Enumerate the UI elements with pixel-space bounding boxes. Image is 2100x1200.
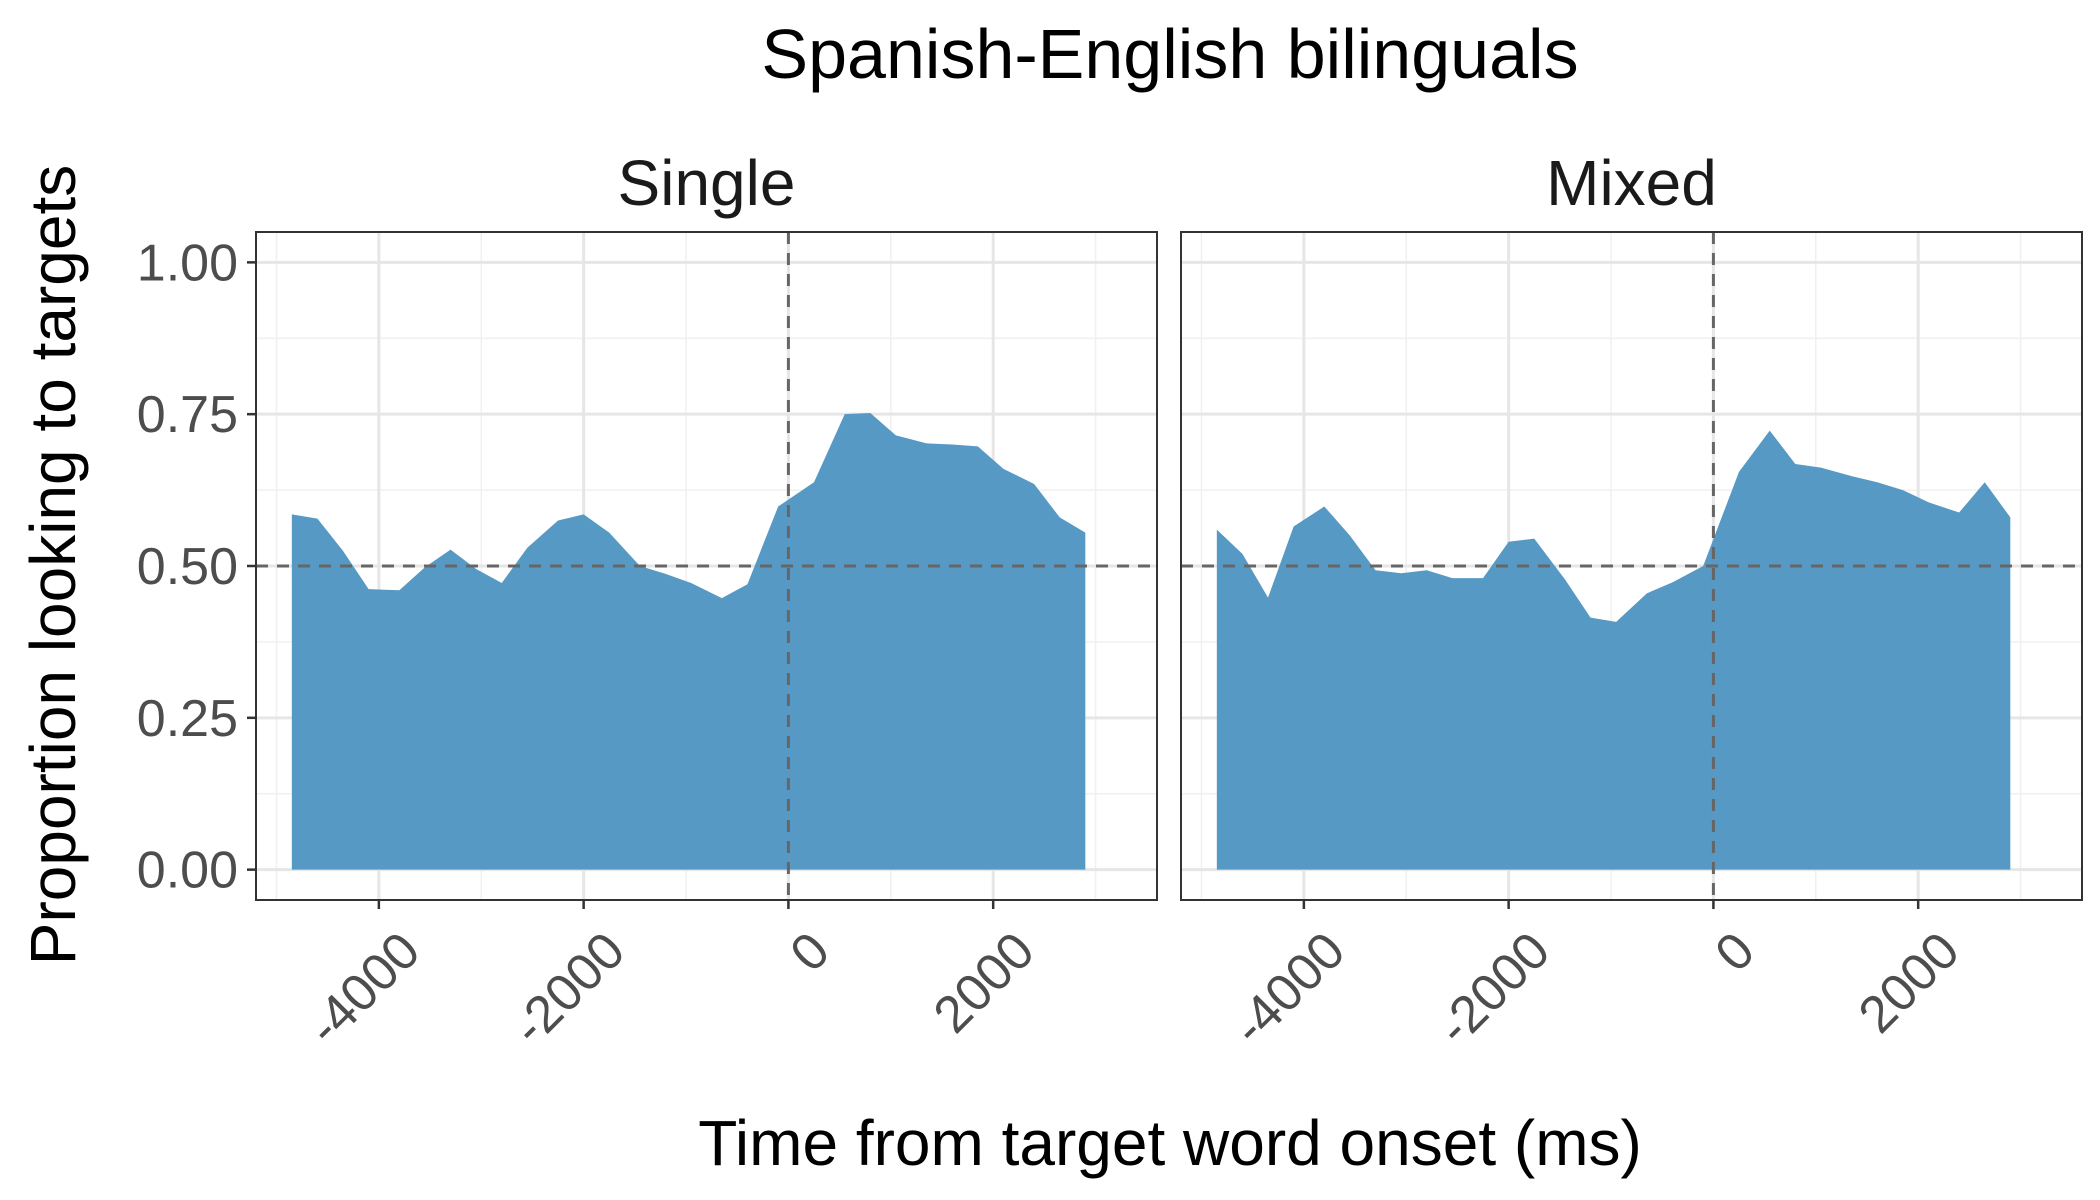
y-axis-title: Proportion looking to targets — [17, 165, 89, 965]
strip-label-single: Single — [618, 147, 796, 219]
x-tick-label: 0 — [779, 921, 840, 982]
x-tick-label: -4000 — [1221, 921, 1356, 1056]
x-tick-label: -4000 — [296, 921, 431, 1056]
y-tick-label: 0.25 — [137, 690, 238, 748]
y-tick-label: 0.50 — [137, 538, 238, 596]
panels-layer: Single 0.00 0.25 0.50 0.75 1.00 -4000 -2000 0 200… — [137, 147, 2083, 1057]
strip-label-mixed: Mixed — [1546, 147, 1717, 219]
x-tick-label: -2000 — [1426, 921, 1561, 1056]
x-tick-label: 2000 — [1848, 921, 1971, 1044]
y-tick-label: 0.75 — [137, 386, 238, 444]
x-axis-title: Time from target word onset (ms) — [698, 1107, 1642, 1179]
panel-mixed: Mixed -4000 -2000 0 2000 — [1180, 147, 2083, 1057]
y-tick-label: 1.00 — [137, 234, 238, 292]
x-tick-label: 2000 — [923, 921, 1046, 1044]
panel-single: Single 0.00 0.25 0.50 0.75 1.00 -4000 -2000 0 200… — [137, 147, 1158, 1057]
x-tick-label: -2000 — [501, 921, 636, 1056]
area-series-mixed — [1216, 430, 2011, 870]
area-series-single — [291, 412, 1086, 870]
panel-border — [1180, 231, 2083, 901]
x-tick-label: 0 — [1704, 921, 1765, 982]
chart-title: Spanish-English bilinguals — [761, 15, 1578, 93]
y-tick-label: 0.00 — [137, 842, 238, 900]
